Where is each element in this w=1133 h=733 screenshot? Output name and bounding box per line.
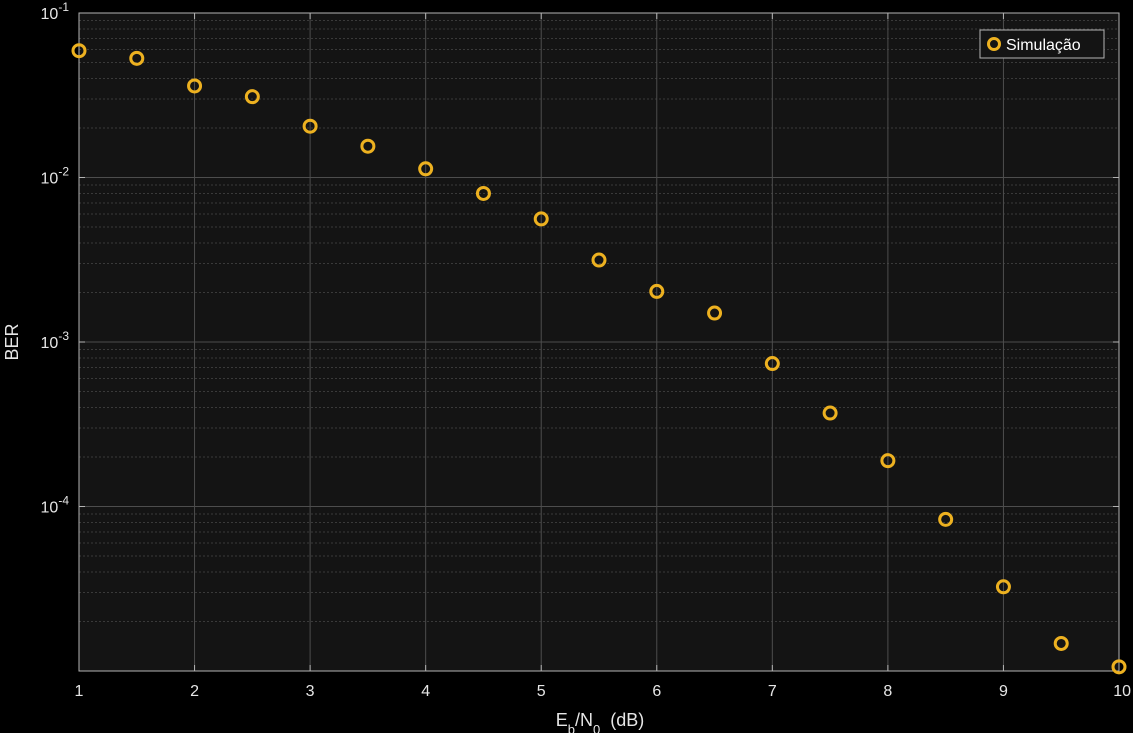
data-point xyxy=(360,138,376,154)
y-tick-label-base: 10 xyxy=(41,171,59,188)
data-point xyxy=(71,43,87,59)
data-point xyxy=(418,161,434,177)
x-tick-label: 5 xyxy=(537,683,546,700)
x-tick-label: 6 xyxy=(652,683,661,700)
data-point xyxy=(938,511,954,527)
data-point xyxy=(707,305,723,321)
x-axis-label-base: E xyxy=(556,710,568,730)
x-axis-label-mid: /N xyxy=(575,710,593,730)
x-axis-label: Eb/N0 (dB) xyxy=(556,710,645,733)
x-axis-ticks: 1 2 3 4 5 6 7 8 9 10 xyxy=(75,13,1131,700)
data-point xyxy=(1053,635,1069,651)
y-tick-label-base: 10 xyxy=(41,335,59,352)
y-axis-ticks: 10-110-210-310-4 xyxy=(41,0,1119,672)
data-point xyxy=(880,453,896,469)
data-point xyxy=(533,211,549,227)
x-tick-label: 9 xyxy=(999,683,1008,700)
data-point xyxy=(302,118,318,134)
data-point xyxy=(822,405,838,421)
y-tick-label-exponent: -2 xyxy=(58,165,69,179)
legend[interactable]: Simulação xyxy=(979,29,1105,59)
data-point xyxy=(1111,659,1127,675)
legend-marker-icon xyxy=(987,37,1001,51)
legend-label: Simulação xyxy=(1006,37,1081,54)
major-grid xyxy=(79,13,1119,671)
data-point xyxy=(591,252,607,268)
y-axis-label: BER xyxy=(2,323,22,360)
data-points xyxy=(71,43,1127,675)
y-tick-label-base: 10 xyxy=(41,500,59,517)
x-axis-label-sub-b: b xyxy=(568,722,575,733)
data-point xyxy=(129,50,145,66)
minor-grid xyxy=(79,20,1119,622)
data-point xyxy=(764,356,780,372)
y-tick-label-base: 10 xyxy=(41,6,59,23)
x-tick-label: 2 xyxy=(190,683,199,700)
y-tick-label-exponent: -3 xyxy=(58,329,69,343)
y-tick-label: 10-2 xyxy=(41,165,70,188)
x-axis-label-sub-0: 0 xyxy=(593,722,600,733)
data-point xyxy=(475,185,491,201)
y-tick-label-exponent: -1 xyxy=(58,0,69,14)
y-tick-label: 10-1 xyxy=(41,0,70,23)
data-point xyxy=(649,283,665,299)
y-tick-label: 10-4 xyxy=(41,494,70,517)
y-tick-label-exponent: -4 xyxy=(58,494,69,508)
x-tick-label: 7 xyxy=(768,683,777,700)
x-tick-label: 1 xyxy=(75,683,84,700)
y-tick-label: 10-3 xyxy=(41,329,70,352)
data-point xyxy=(187,78,203,94)
data-point xyxy=(244,89,260,105)
x-tick-label: 3 xyxy=(306,683,315,700)
x-tick-label: 4 xyxy=(421,683,430,700)
data-point xyxy=(995,579,1011,595)
x-tick-label: 8 xyxy=(883,683,892,700)
x-axis-label-tail: (dB) xyxy=(600,710,644,730)
x-tick-label: 10 xyxy=(1113,683,1131,700)
